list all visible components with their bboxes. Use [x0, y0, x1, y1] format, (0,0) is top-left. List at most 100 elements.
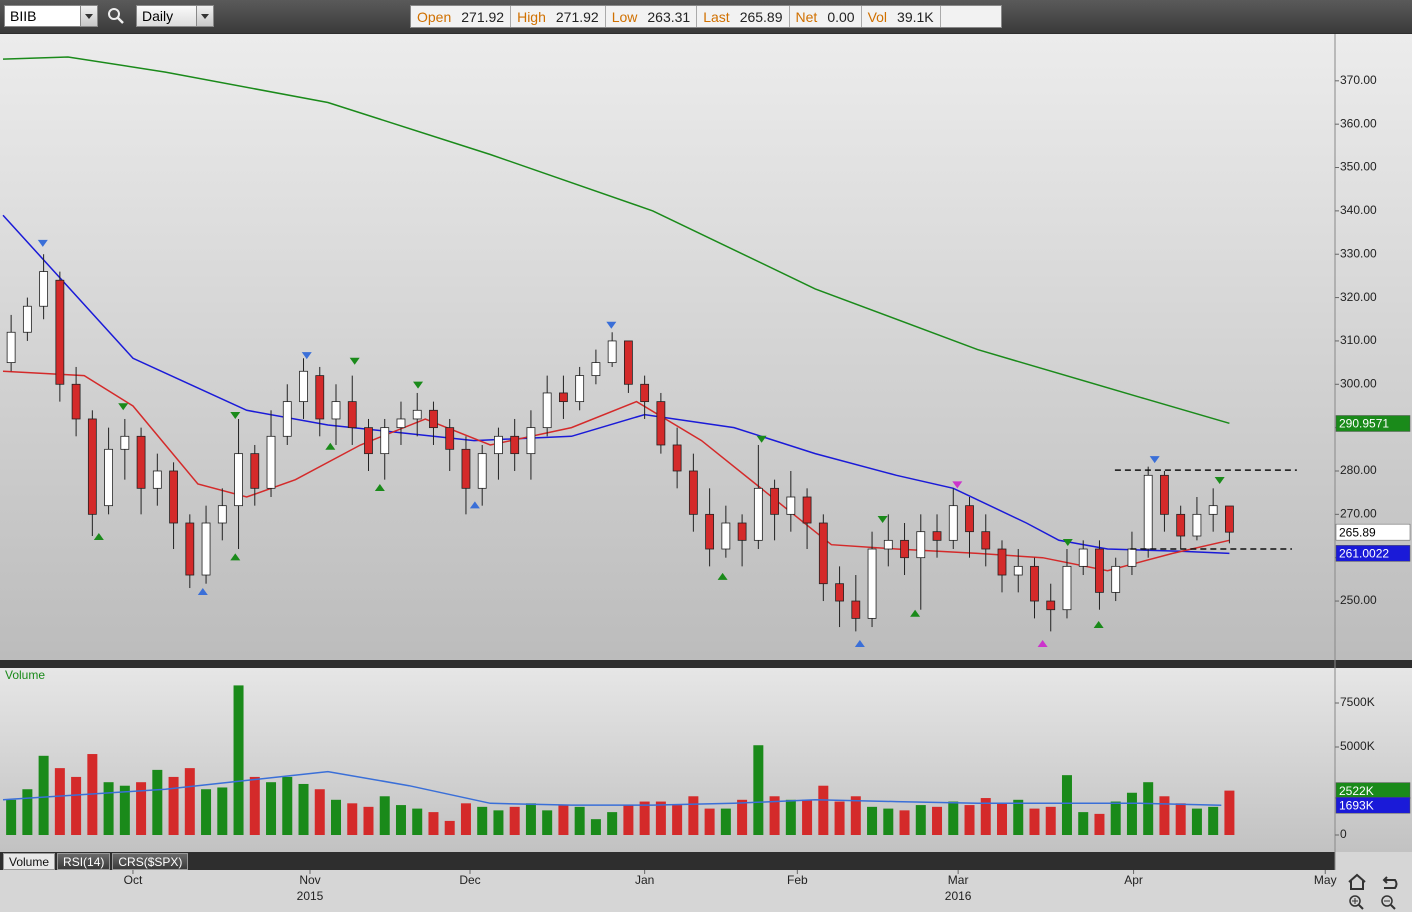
quote-cell: Last 265.89: [697, 6, 790, 27]
volume-bar: [395, 805, 406, 835]
candle-body: [672, 444, 682, 472]
candle-body: [1111, 565, 1121, 593]
price-tag-label: 265.89: [1339, 525, 1376, 539]
volume-bar: [1208, 806, 1219, 835]
candle-body: [802, 496, 812, 524]
volume-bar: [997, 803, 1008, 835]
volume-bar: [672, 805, 683, 835]
volume-bar: [964, 805, 975, 835]
candle-body: [997, 548, 1007, 576]
undo-icon[interactable]: [1382, 876, 1398, 889]
y-tick-label: 360.00: [1340, 116, 1377, 130]
candle-body: [71, 383, 81, 420]
signal-marker: [952, 481, 963, 489]
volume-bar: [201, 789, 212, 835]
candle-body: [347, 401, 357, 429]
nav-icons: [1348, 873, 1398, 910]
home-icon[interactable]: [1348, 873, 1366, 890]
signal-marker: [301, 352, 312, 360]
candle-body: [331, 401, 341, 420]
signal-marker: [877, 516, 888, 524]
candle-body: [120, 435, 130, 450]
y-tick-label: 330.00: [1340, 246, 1377, 260]
volume-bar: [1175, 803, 1186, 835]
candle-body: [429, 409, 438, 429]
indicator-tab[interactable]: Volume: [3, 853, 56, 870]
date-axis: [0, 870, 1412, 912]
quote-cell: Low 263.31: [606, 6, 698, 27]
zoom-out-icon[interactable]: [1381, 895, 1396, 910]
dropdown-button[interactable]: [196, 6, 213, 26]
year-label: 2015: [297, 889, 324, 903]
quote-cell: Open 271.92: [411, 6, 512, 27]
price-tag: [1335, 796, 1411, 814]
volume-bar: [737, 799, 748, 835]
x-tick-label: Feb: [787, 873, 808, 887]
candle-body: [477, 453, 487, 489]
volume-bar: [266, 782, 277, 835]
dropdown-button[interactable]: [80, 6, 97, 26]
price-tag: [1335, 523, 1411, 541]
candle-body: [55, 279, 65, 385]
candle-body: [948, 505, 958, 541]
candle-body: [39, 271, 49, 307]
signal-marker: [118, 403, 129, 411]
candle-body: [1225, 505, 1234, 533]
volume-bar: [948, 801, 959, 835]
candle-body: [916, 531, 926, 559]
x-tick-label: Apr: [1124, 873, 1143, 887]
volume-bar: [1224, 790, 1235, 835]
year-label: 2016: [945, 889, 972, 903]
candle-body: [1127, 548, 1137, 567]
quote-label: Last: [703, 8, 730, 25]
candle-body: [1143, 474, 1153, 550]
signal-marker: [1062, 538, 1073, 546]
signal-marker: [37, 239, 48, 247]
quote-label: Net: [795, 8, 818, 25]
candle-body: [721, 522, 731, 550]
volume-bar: [233, 685, 244, 835]
quote-cell: Net 0.00: [790, 6, 862, 27]
candle-body: [965, 505, 974, 533]
interval-select[interactable]: Daily: [136, 5, 214, 27]
quote-value: 265.89: [739, 8, 783, 25]
candle-body: [705, 513, 715, 550]
volume-bar: [6, 799, 17, 835]
signal-marker: [230, 553, 241, 561]
indicator-tab[interactable]: CRS($SPX): [112, 853, 189, 870]
volume-bar: [915, 805, 926, 835]
signal-marker: [854, 640, 865, 648]
volume-bar: [818, 785, 829, 835]
y-tick-label: 370.00: [1340, 73, 1377, 87]
arrow: [201, 14, 209, 19]
x-tick-label: Nov: [299, 873, 320, 887]
corner: [1335, 852, 1412, 912]
candle-body: [250, 453, 260, 489]
volume-bar: [217, 787, 228, 835]
search-icon[interactable]: [106, 6, 126, 26]
indicator-tab[interactable]: RSI(14): [57, 853, 111, 870]
candle-body: [575, 375, 585, 403]
candle-body: [851, 600, 861, 619]
volume-bar: [119, 785, 130, 835]
price-tag-label: 1693K: [1339, 798, 1374, 812]
interval: Daily: [142, 8, 174, 24]
candle-body: [87, 418, 97, 515]
candle-body: [396, 418, 406, 429]
candle-body: [494, 435, 503, 455]
signal-marker: [1037, 640, 1048, 648]
zoom-in-icon[interactable]: [1349, 895, 1364, 910]
candle-body: [786, 496, 796, 515]
volume-bar: [525, 803, 536, 835]
toolbar: BIIB Daily Open 271.92 High 271.92 Low 263.31…: [0, 0, 1412, 33]
symbol-input[interactable]: BIIB: [4, 5, 98, 27]
volume-bar: [899, 810, 910, 835]
y-tick-label: 350.00: [1340, 160, 1377, 174]
y-tick-label: 5000K: [1340, 739, 1375, 753]
y-tick-label: 280.00: [1340, 463, 1377, 477]
candle-body: [1078, 548, 1088, 567]
x-tick-label: Mar: [948, 873, 969, 887]
volume-bar: [753, 745, 764, 835]
volume-bar: [22, 789, 33, 835]
signal-marker: [756, 435, 767, 443]
